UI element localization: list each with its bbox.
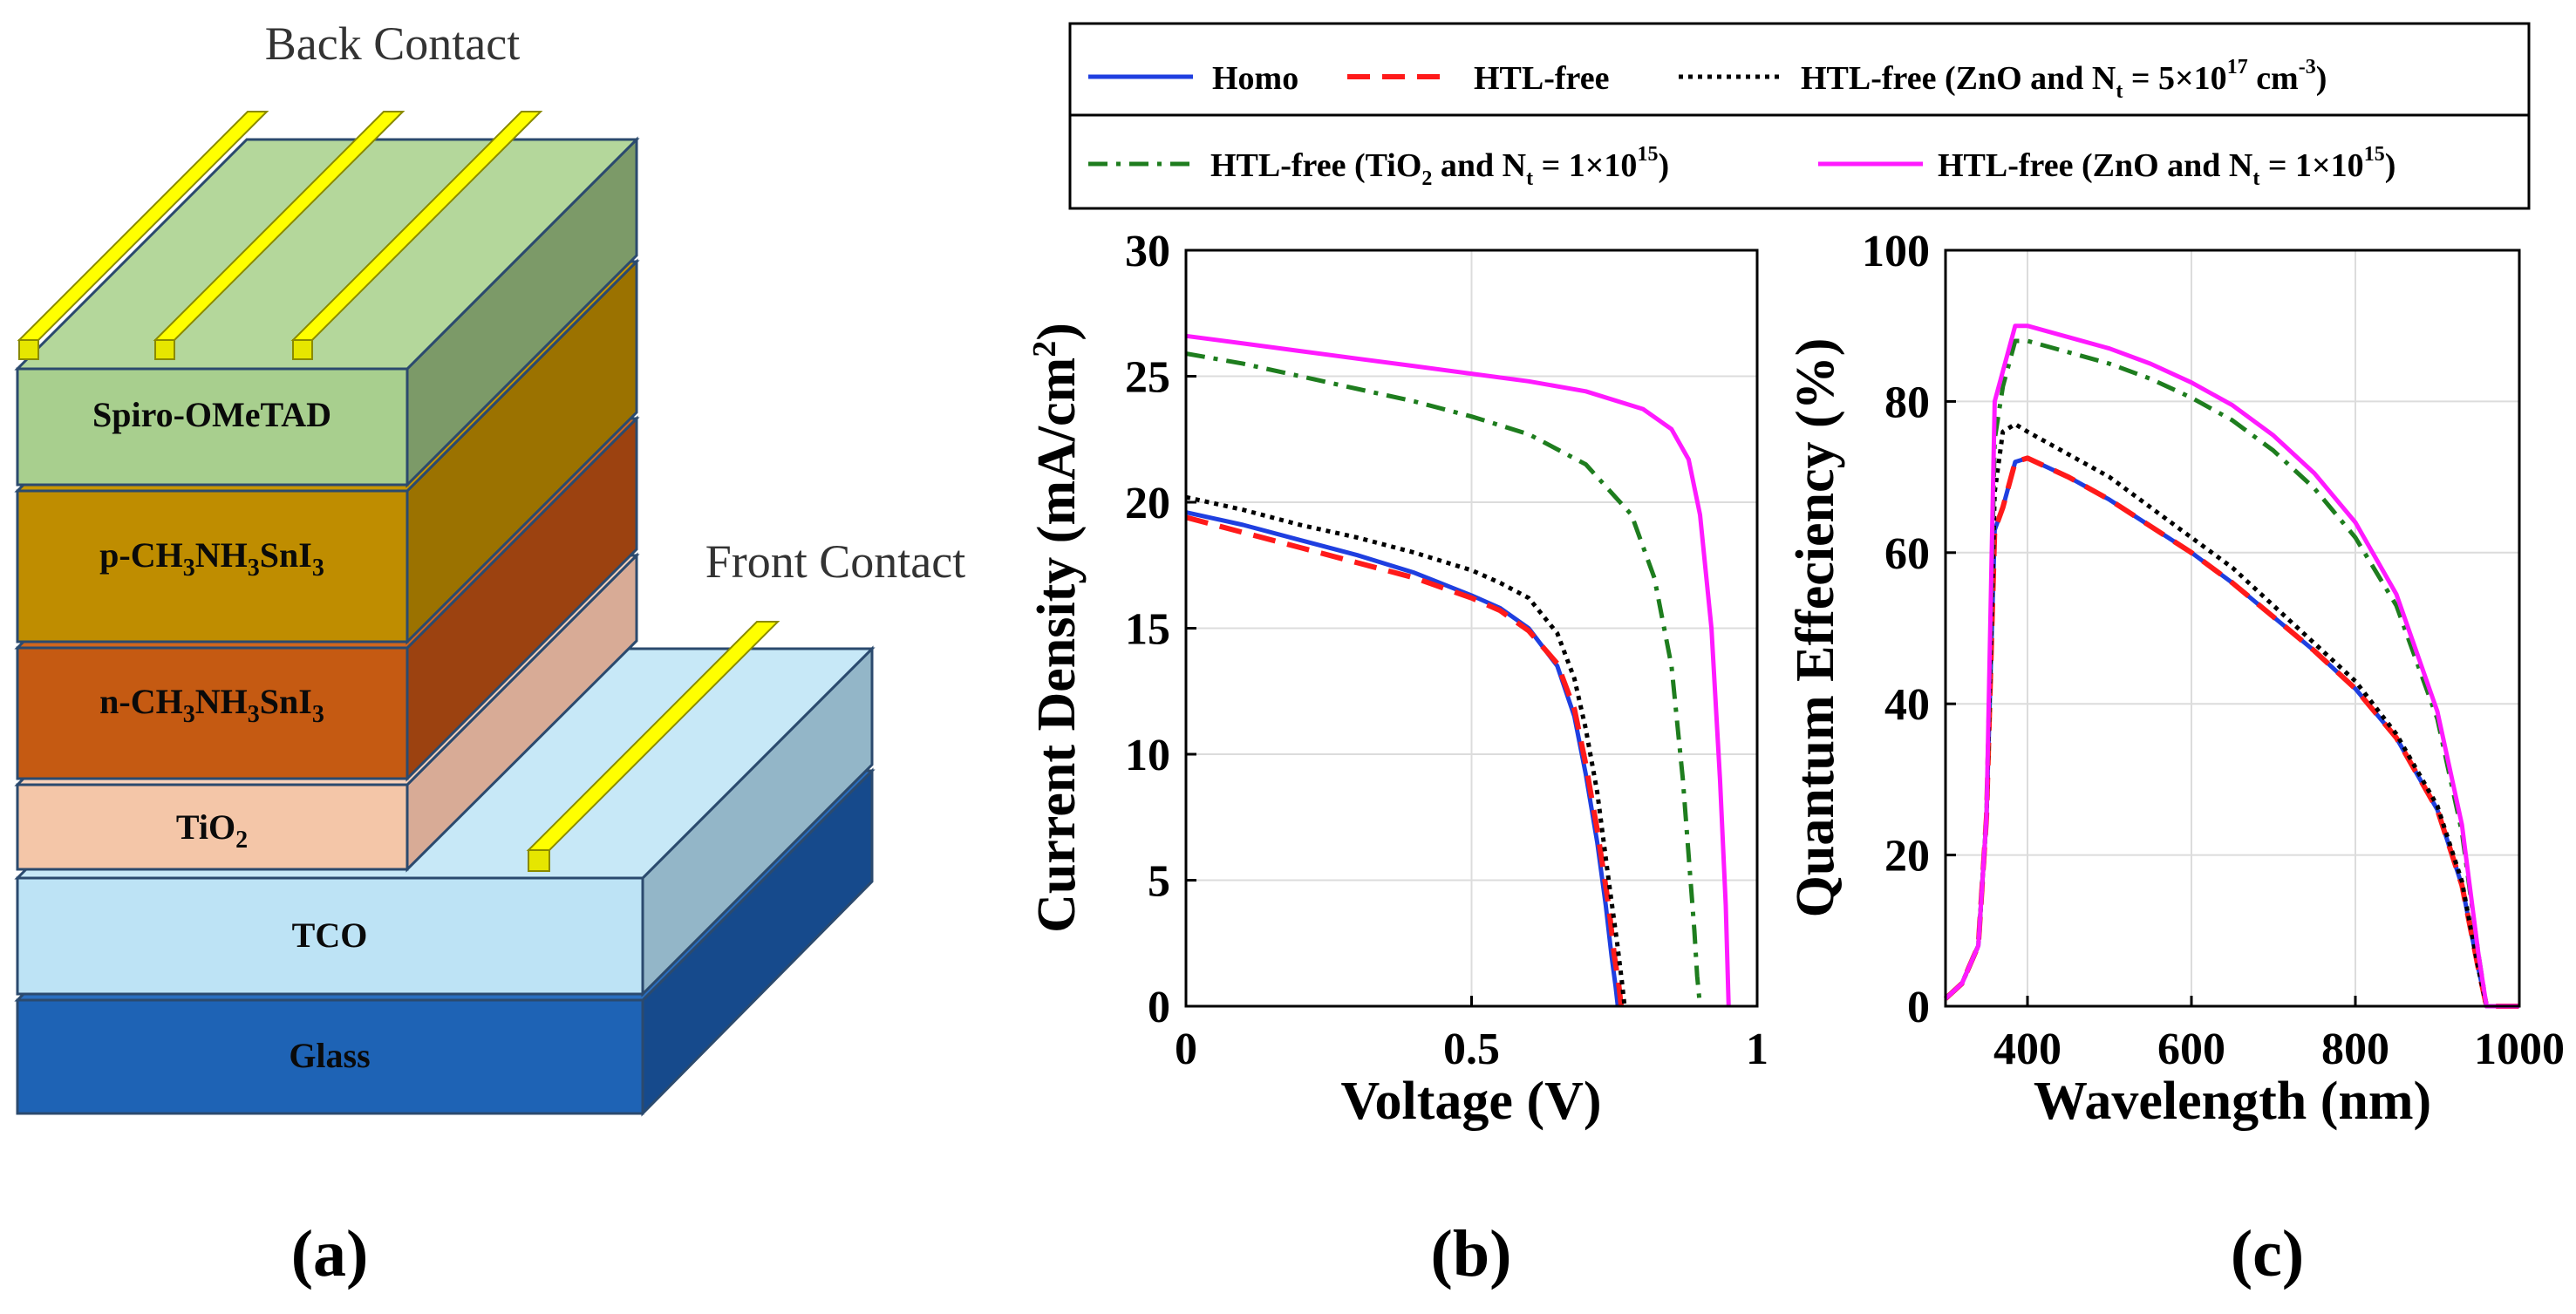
back-contact-bar-face: [18, 339, 39, 360]
qe-x-tick-label: 600: [2157, 1025, 2225, 1074]
jv-x-tick-label: 0.5: [1443, 1025, 1500, 1074]
jv-y-axis-title: Current Density (mA/cm2): [1026, 323, 1087, 933]
back-contact-bar-face: [154, 339, 175, 360]
front-contact-bar-face: [528, 849, 550, 872]
glass-layer-front: [16, 998, 644, 1115]
qe-y-tick-label: 40: [1884, 680, 1930, 730]
back-contact-label: Back Contact: [265, 17, 520, 70]
qe-series-line-3: [1944, 338, 2519, 1009]
jv-series-line-3: [1185, 351, 1702, 1007]
p-layer-front: [16, 489, 409, 643]
panel-label-c: (c): [2231, 1217, 2304, 1290]
legend: Homo HTL-free HTL-free (ZnO and Nt = 5×1…: [1068, 22, 2531, 210]
qe-series-line-0: [1944, 455, 2519, 1009]
legend-label-tio2-1e15: HTL-free (TiO2 and Nt = 1×1015): [1210, 143, 1669, 190]
jv-y-tick-label: 30: [1125, 227, 1170, 276]
jv-y-tick-label: 5: [1148, 857, 1170, 907]
jv-chart-ticks: 0 5 10 15 20 25 30 0 0.5 1: [1125, 227, 1768, 1074]
jv-chart-series: [1185, 333, 1731, 1007]
jv-series-line-4: [1185, 333, 1731, 1007]
qe-x-tick-label: 1000: [2474, 1025, 2565, 1074]
qe-x-tick-label: 800: [2321, 1025, 2389, 1074]
qe-y-axis-title: Quantum Effeciency (%): [1786, 338, 1845, 918]
panel-label-b: (b): [1431, 1217, 1512, 1290]
jv-chart: 0 5 10 15 20 25 30 0 0.5 1 Voltage (V) Current De…: [1026, 227, 1768, 1290]
spiro-layer-front: [16, 367, 409, 487]
n-layer-front: [16, 646, 409, 780]
jv-x-tick-label: 0: [1175, 1025, 1197, 1074]
panel-label-a: (a): [291, 1217, 369, 1290]
jv-y-tick-label: 25: [1125, 353, 1170, 403]
qe-y-tick-label: 80: [1884, 378, 1930, 427]
qe-y-tick-label: 0: [1907, 983, 1930, 1032]
qe-chart-grid: [1946, 249, 2520, 1007]
qe-x-tick-label: 400: [1993, 1025, 2061, 1074]
jv-y-tick-label: 0: [1148, 983, 1170, 1032]
jv-y-tick-label: 10: [1125, 731, 1170, 780]
qe-series-line-2: [1944, 421, 2519, 1009]
front-contact-bar: [526, 621, 780, 872]
legend-label-zno-1e15: HTL-free (ZnO and Nt = 1×1015): [1938, 143, 2395, 190]
jv-series-line-1: [1185, 514, 1625, 1007]
tco-layer-label: TCO: [292, 916, 368, 955]
front-contact-label: Front Contact: [705, 535, 965, 588]
back-contact-bar-face: [292, 339, 313, 360]
qe-chart-series: [1943, 323, 2519, 1009]
qe-chart-frame: [1944, 249, 2521, 1008]
qe-x-axis-title: Wavelength (nm): [2034, 1072, 2431, 1131]
p-layer-label: p-CH3NH3SnI3: [99, 535, 324, 582]
legend-label-zno-5e17: HTL-free (ZnO and Nt = 5×1017 cm-3): [1801, 56, 2327, 103]
jv-x-axis-title: Voltage (V): [1340, 1072, 1601, 1131]
qe-y-tick-label: 60: [1884, 529, 1930, 579]
jv-x-tick-label: 1: [1746, 1025, 1768, 1074]
back-contact-bars: [17, 111, 543, 360]
tco-layer-front: [16, 876, 644, 996]
jv-series-line-0: [1185, 510, 1620, 1007]
jv-series-line-2: [1185, 494, 1627, 1007]
legend-label-htl-free: HTL-free: [1474, 60, 1609, 97]
qe-y-tick-label: 20: [1884, 832, 1930, 882]
qe-y-tick-label: 100: [1862, 227, 1930, 276]
glass-layer-label: Glass: [289, 1036, 370, 1075]
qe-series-line-4: [1944, 323, 2519, 1009]
spiro-layer-label: Spiro-OMeTAD: [92, 395, 331, 434]
n-layer-label: n-CH3NH3SnI3: [99, 682, 324, 728]
tio2-layer-front: [16, 783, 409, 871]
qe-series-line-1: [1943, 455, 2519, 1009]
legend-label-homo: Homo: [1212, 60, 1298, 97]
qe-chart: 0 20 40 60 80 100 400 600 800 1000 Wavelength (nm…: [1786, 227, 2565, 1290]
device-structure-diagram: Spiro-OMeTAD p-CH3NH3SnI3 n-CH3NH3SnI3 T…: [14, 17, 965, 1290]
jv-chart-grid: [1185, 249, 1758, 1007]
jv-y-tick-label: 15: [1125, 605, 1170, 655]
qe-chart-ticks: 0 20 40 60 80 100 400 600 800 1000: [1862, 227, 2565, 1074]
jv-y-tick-label: 20: [1125, 479, 1170, 528]
